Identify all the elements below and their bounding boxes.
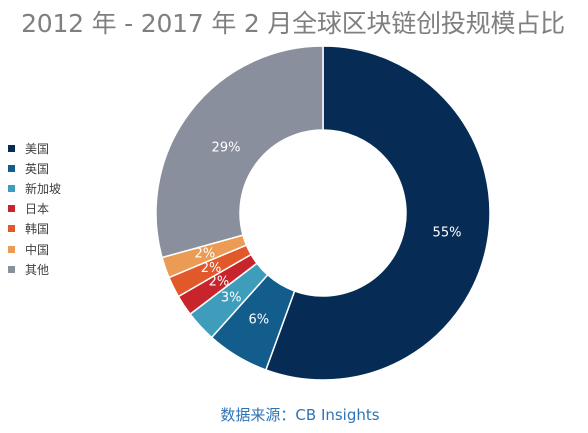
chart-legend: 美国英国新加坡日本韩国中国其他: [8, 138, 61, 279]
slice-label-6: 2%: [195, 246, 216, 261]
legend-label: 中国: [25, 242, 50, 257]
legend-swatch: [8, 205, 15, 213]
legend-label: 英国: [25, 161, 50, 176]
legend-item: 韩国: [8, 219, 61, 239]
legend-label: 日本: [25, 202, 50, 217]
legend-label: 新加坡: [25, 181, 62, 196]
legend-item: 新加坡: [8, 178, 61, 198]
legend-swatch: [8, 144, 15, 152]
legend-label: 韩国: [25, 222, 50, 237]
donut-slice-7: [155, 45, 324, 259]
legend-item: 英国: [8, 158, 61, 178]
legend-swatch: [8, 164, 15, 172]
chart-title: 2012 年 - 2017 年 2 月全球区块链创投规模占比: [21, 9, 565, 38]
legend-label: 其他: [25, 262, 50, 277]
slice-label-3: 3%: [221, 290, 242, 305]
legend-swatch: [8, 265, 15, 273]
legend-label: 美国: [25, 141, 50, 156]
legend-item: 中国: [8, 239, 61, 259]
legend-swatch: [8, 245, 15, 253]
slice-label-5: 2%: [201, 261, 222, 276]
slice-label-2: 6%: [248, 313, 269, 328]
slice-label-4: 2%: [209, 275, 230, 290]
donut-slice-1: [264, 45, 491, 381]
slice-label-1: 55%: [433, 226, 462, 241]
legend-swatch: [8, 184, 15, 192]
legend-item: 其他: [8, 259, 61, 279]
legend-swatch: [8, 225, 15, 233]
legend-item: 日本: [8, 199, 61, 219]
legend-item: 美国: [8, 138, 61, 158]
data-source: 数据来源：CB Insights: [220, 406, 380, 424]
slice-label-7: 29%: [212, 141, 241, 156]
